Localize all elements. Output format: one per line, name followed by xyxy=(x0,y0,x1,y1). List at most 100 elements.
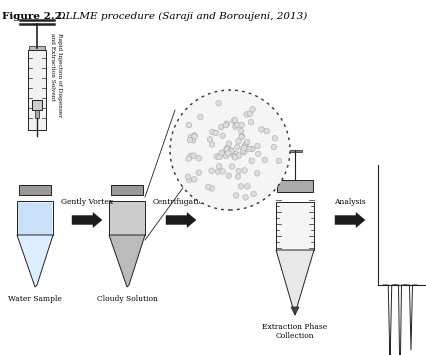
Circle shape xyxy=(223,147,229,153)
Bar xyxy=(113,185,141,193)
Circle shape xyxy=(276,158,282,164)
Circle shape xyxy=(259,127,264,132)
Circle shape xyxy=(271,144,277,150)
FancyArrow shape xyxy=(72,213,102,228)
Circle shape xyxy=(224,121,230,126)
Circle shape xyxy=(233,151,239,157)
Circle shape xyxy=(246,146,252,152)
Circle shape xyxy=(227,147,233,153)
Circle shape xyxy=(223,153,229,159)
Text: Analysis: Analysis xyxy=(334,198,366,206)
Circle shape xyxy=(236,168,242,174)
Circle shape xyxy=(213,130,219,136)
Circle shape xyxy=(238,128,244,134)
Circle shape xyxy=(209,168,214,174)
Bar xyxy=(277,180,313,192)
Circle shape xyxy=(264,128,270,134)
Circle shape xyxy=(242,145,247,151)
Circle shape xyxy=(239,133,245,139)
Bar xyxy=(23,219,47,231)
Circle shape xyxy=(243,142,248,147)
Bar xyxy=(111,185,143,195)
Circle shape xyxy=(198,114,203,120)
Circle shape xyxy=(217,154,222,160)
Text: Rapid Injection of Dispenser
and Extraction Solvent: Rapid Injection of Dispenser and Extract… xyxy=(50,33,62,117)
Circle shape xyxy=(251,191,256,197)
FancyArrow shape xyxy=(166,213,196,228)
Text: DLLME procedure (Saraji and Boroujeni, 2013): DLLME procedure (Saraji and Boroujeni, 2… xyxy=(54,12,307,21)
Bar xyxy=(32,100,42,110)
Circle shape xyxy=(225,151,231,156)
Circle shape xyxy=(238,184,244,189)
Circle shape xyxy=(214,154,220,159)
Polygon shape xyxy=(291,307,299,315)
Circle shape xyxy=(186,156,191,162)
Circle shape xyxy=(192,133,197,139)
Circle shape xyxy=(242,168,248,173)
Bar xyxy=(19,185,51,195)
Circle shape xyxy=(188,134,194,140)
Circle shape xyxy=(210,129,215,135)
Circle shape xyxy=(216,164,222,169)
Circle shape xyxy=(272,136,278,141)
Circle shape xyxy=(243,195,248,200)
Circle shape xyxy=(245,184,250,189)
Circle shape xyxy=(235,174,241,179)
Circle shape xyxy=(248,119,254,125)
Circle shape xyxy=(262,157,268,163)
Circle shape xyxy=(209,186,214,191)
Circle shape xyxy=(255,143,260,149)
Circle shape xyxy=(250,146,255,152)
Circle shape xyxy=(170,90,290,210)
Circle shape xyxy=(220,169,225,174)
Circle shape xyxy=(190,137,196,143)
FancyArrow shape xyxy=(335,213,365,228)
Circle shape xyxy=(244,111,250,117)
Circle shape xyxy=(249,158,255,164)
Circle shape xyxy=(233,124,238,130)
Text: Water Sample: Water Sample xyxy=(8,295,62,303)
Circle shape xyxy=(228,149,233,155)
Polygon shape xyxy=(109,235,145,287)
Circle shape xyxy=(225,145,230,151)
Bar xyxy=(115,219,139,231)
Circle shape xyxy=(219,124,224,130)
Bar xyxy=(109,201,145,235)
Circle shape xyxy=(242,144,248,149)
Circle shape xyxy=(229,148,234,154)
Bar xyxy=(279,180,311,188)
Bar xyxy=(18,203,52,235)
Circle shape xyxy=(245,139,250,145)
Text: Cloudy Solution: Cloudy Solution xyxy=(97,295,158,303)
Circle shape xyxy=(192,133,197,138)
Text: Extraction Phase
Collection: Extraction Phase Collection xyxy=(262,323,328,340)
Circle shape xyxy=(231,118,236,124)
Circle shape xyxy=(232,117,238,123)
Circle shape xyxy=(188,153,193,159)
Circle shape xyxy=(236,153,242,158)
Circle shape xyxy=(192,176,197,182)
Text: Figure 2.2.: Figure 2.2. xyxy=(2,12,66,21)
Circle shape xyxy=(239,134,245,140)
Circle shape xyxy=(186,122,192,128)
Circle shape xyxy=(225,147,230,152)
Circle shape xyxy=(236,138,241,144)
Circle shape xyxy=(231,153,236,159)
Circle shape xyxy=(228,149,234,154)
Circle shape xyxy=(229,164,235,169)
Bar xyxy=(29,46,45,52)
Circle shape xyxy=(254,170,260,176)
Circle shape xyxy=(226,173,231,179)
Circle shape xyxy=(242,149,247,155)
Circle shape xyxy=(226,141,232,147)
Circle shape xyxy=(234,144,240,150)
Circle shape xyxy=(232,154,238,160)
Text: Centrifugation: Centrifugation xyxy=(153,198,209,206)
Bar xyxy=(17,201,53,235)
Bar xyxy=(288,150,302,152)
Circle shape xyxy=(207,137,213,142)
Polygon shape xyxy=(276,250,314,315)
Text: Gently Vortex: Gently Vortex xyxy=(61,198,113,206)
Circle shape xyxy=(191,153,196,158)
Circle shape xyxy=(205,184,211,190)
